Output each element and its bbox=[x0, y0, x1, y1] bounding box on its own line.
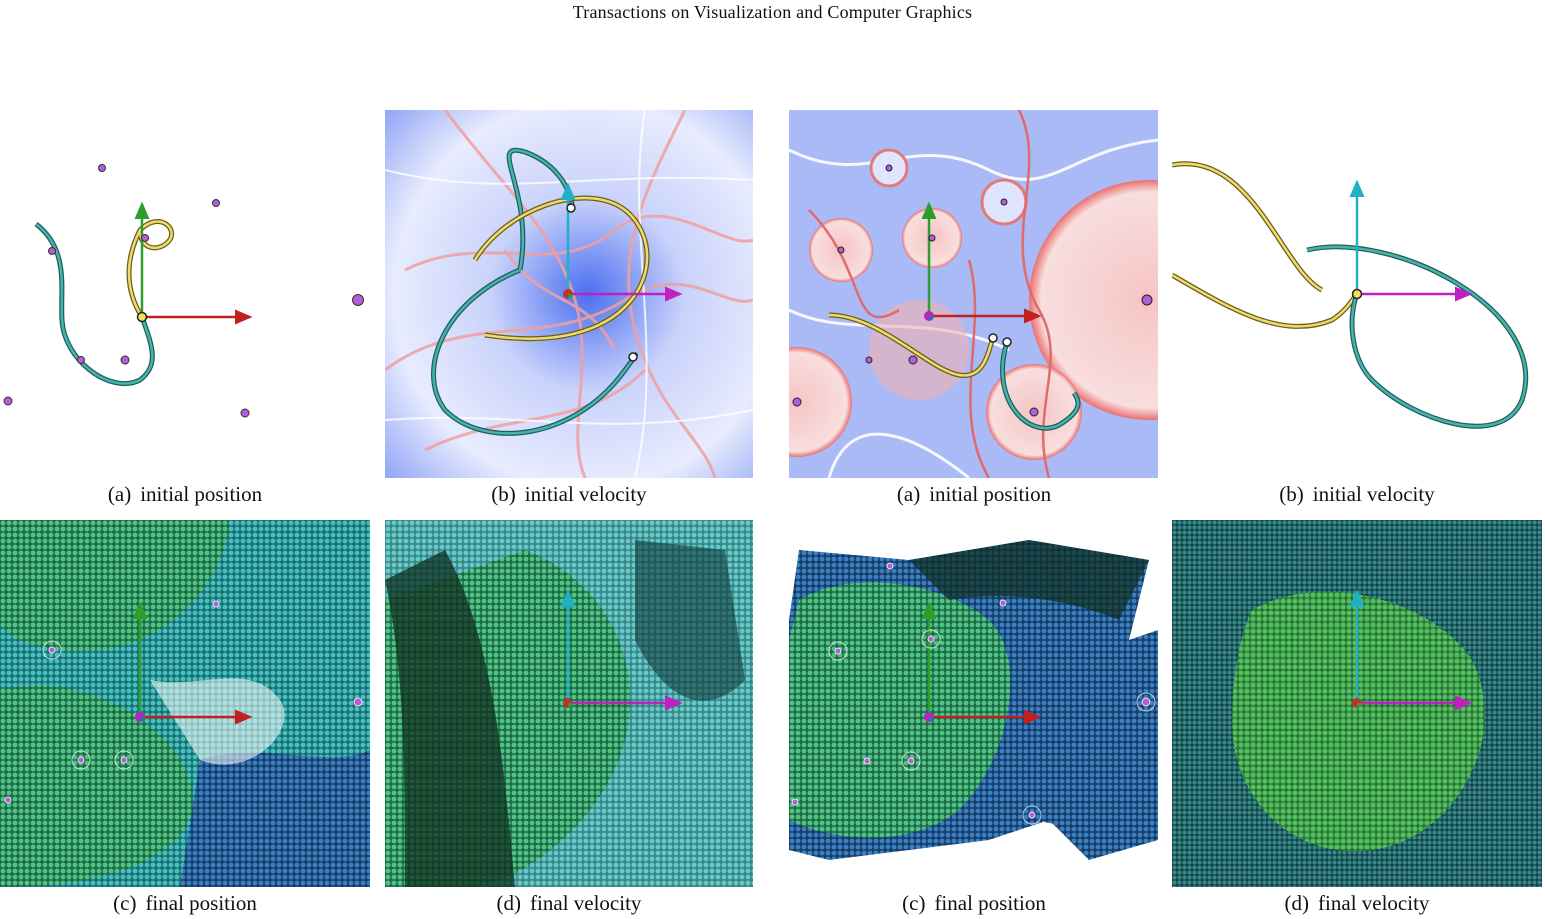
fig1-panel-a-initial-position bbox=[0, 110, 370, 478]
caption-fig1-d: (d) final velocity bbox=[496, 891, 642, 915]
caption-fig2-d: (d) final velocity bbox=[1284, 891, 1430, 915]
fig1-panel-b-initial-velocity bbox=[385, 110, 753, 478]
caption-fig2-a: (a) initial position bbox=[896, 482, 1052, 506]
fig2-panel-d-final-velocity bbox=[1172, 520, 1542, 887]
fig1-panel-c-final-position bbox=[0, 520, 370, 887]
fig2-panel-a-initial-position bbox=[789, 110, 1158, 478]
caption-fig1-a: (a) initial position bbox=[107, 482, 263, 506]
caption-fig1-b: (b) initial velocity bbox=[491, 482, 647, 506]
caption-fig1-c: (c) final position bbox=[113, 891, 257, 915]
fig1-panel-d-final-velocity bbox=[385, 520, 753, 887]
fig2-panel-b-initial-velocity bbox=[1172, 110, 1542, 478]
caption-fig2-b: (b) initial velocity bbox=[1279, 482, 1435, 506]
fig2-panel-c-final-position bbox=[789, 520, 1158, 887]
caption-fig2-c: (c) final position bbox=[902, 891, 1046, 915]
running-header: Transactions on Visualization and Comput… bbox=[572, 2, 973, 22]
